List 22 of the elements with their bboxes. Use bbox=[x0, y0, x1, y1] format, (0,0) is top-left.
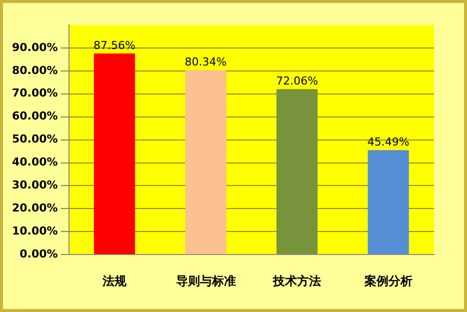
x-tick-label: 技术方法 bbox=[272, 274, 322, 288]
y-tick-label: 90.00% bbox=[12, 40, 58, 54]
y-tick-label: 50.00% bbox=[12, 132, 58, 146]
y-tick-label: 20.00% bbox=[12, 202, 58, 215]
data-label: 45.49% bbox=[367, 136, 410, 149]
y-tick-label: 10.00% bbox=[12, 224, 58, 238]
y-tick-label: 30.00% bbox=[12, 178, 58, 192]
bar bbox=[368, 150, 409, 254]
y-tick-label: 70.00% bbox=[12, 86, 58, 100]
data-label: 80.34% bbox=[184, 56, 227, 68]
bar bbox=[185, 70, 226, 254]
x-tick-label: 法规 bbox=[101, 274, 128, 288]
y-tick-label: 40.00% bbox=[12, 156, 58, 169]
x-tick-label: 案例分析 bbox=[363, 274, 412, 288]
y-tick-label: 0.00% bbox=[20, 247, 58, 260]
bar bbox=[94, 54, 136, 254]
data-label: 72.06% bbox=[276, 74, 318, 88]
data-label: 87.56% bbox=[93, 38, 136, 52]
y-tick-label: 80.00% bbox=[12, 64, 58, 77]
bar bbox=[276, 89, 318, 254]
y-tick-label: 60.00% bbox=[12, 110, 58, 123]
x-tick-label: 导则与标准 bbox=[176, 274, 236, 288]
